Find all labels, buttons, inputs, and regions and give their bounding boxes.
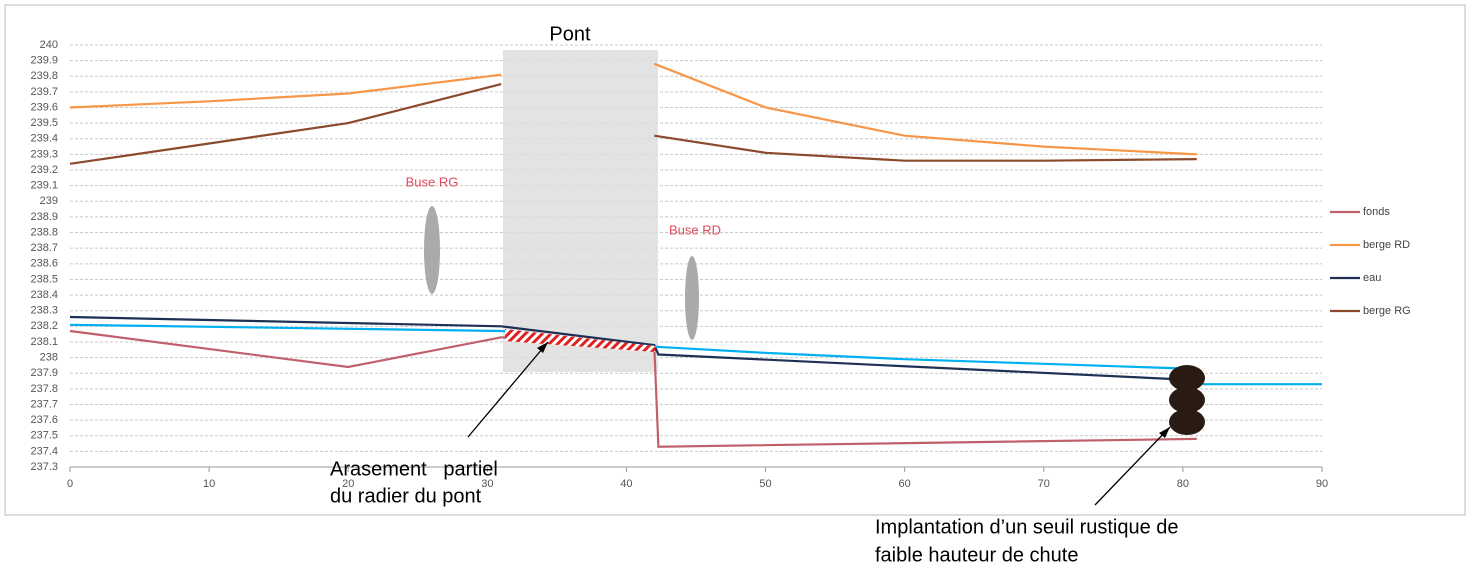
x-tick-label: 80 — [1177, 478, 1189, 490]
y-tick-label: 238.6 — [30, 258, 58, 270]
y-tick-label: 237.5 — [30, 430, 58, 442]
annotation: Buse RD — [669, 222, 721, 237]
x-tick-label: 0 — [67, 478, 73, 490]
annotation: faible hauteur de chute — [875, 544, 1079, 566]
y-tick-label: 239 — [40, 195, 58, 207]
x-tick-label: 90 — [1316, 478, 1328, 490]
bridge — [503, 50, 658, 372]
annotation: Implantation d’un seuil rustique de — [875, 516, 1179, 538]
y-tick-label: 238.4 — [30, 289, 58, 301]
buse-rg-shape — [424, 206, 440, 294]
y-tick-label: 239.4 — [30, 133, 58, 145]
x-tick-label: 70 — [1038, 478, 1050, 490]
y-tick-label: 237.8 — [30, 383, 58, 395]
y-tick-label: 238.7 — [30, 242, 58, 254]
buse-rd-shape — [685, 256, 699, 340]
y-tick-label: 239.6 — [30, 101, 58, 113]
x-tick-label: 10 — [203, 478, 215, 490]
x-tick-label: 50 — [759, 478, 771, 490]
y-tick-label: 238.1 — [30, 336, 58, 348]
y-tick-label: 238 — [40, 351, 58, 363]
y-tick-label: 238.8 — [30, 226, 58, 238]
y-tick-label: 237.7 — [30, 398, 58, 410]
legend-label: fonds — [1363, 206, 1390, 218]
y-tick-label: 237.9 — [30, 367, 58, 379]
y-tick-label: 237.4 — [30, 445, 58, 457]
page: 237.3 237.4 237.5 237.6 237.7 237.8 237.9 238 23… — [0, 0, 1473, 573]
legend-label: berge RG — [1363, 305, 1411, 317]
annotation: Buse RG — [406, 174, 459, 189]
x-tick-label: 40 — [620, 478, 632, 490]
annotation: Pont — [549, 23, 591, 45]
y-tick-label: 239.1 — [30, 180, 58, 192]
legend-label: berge RD — [1363, 239, 1410, 251]
x-tick-label: 60 — [899, 478, 911, 490]
y-tick-label: 237.6 — [30, 414, 58, 426]
y-tick-label: 239.5 — [30, 117, 58, 129]
chart-frame — [5, 5, 1465, 515]
y-tick-label: 238.3 — [30, 305, 58, 317]
y-tick-label: 239.3 — [30, 148, 58, 160]
y-tick-label: 239.7 — [30, 86, 58, 98]
y-tick-label: 237.3 — [30, 461, 58, 473]
stone — [1169, 409, 1205, 435]
y-tick-label: 238.5 — [30, 273, 58, 285]
chart: 237.3 237.4 237.5 237.6 237.7 237.8 237.9 238 23… — [0, 0, 1473, 573]
annotation: Arasement partiel — [330, 458, 498, 480]
annotation: du radier du pont — [330, 485, 482, 507]
y-tick-label: 239.8 — [30, 70, 58, 82]
y-tick-label: 238.9 — [30, 211, 58, 223]
y-tick-label: 239.9 — [30, 55, 58, 67]
y-tick-label: 238.2 — [30, 320, 58, 332]
y-tick-label: 239.2 — [30, 164, 58, 176]
y-tick-label: 240 — [40, 39, 58, 51]
legend-label: eau — [1363, 272, 1381, 284]
